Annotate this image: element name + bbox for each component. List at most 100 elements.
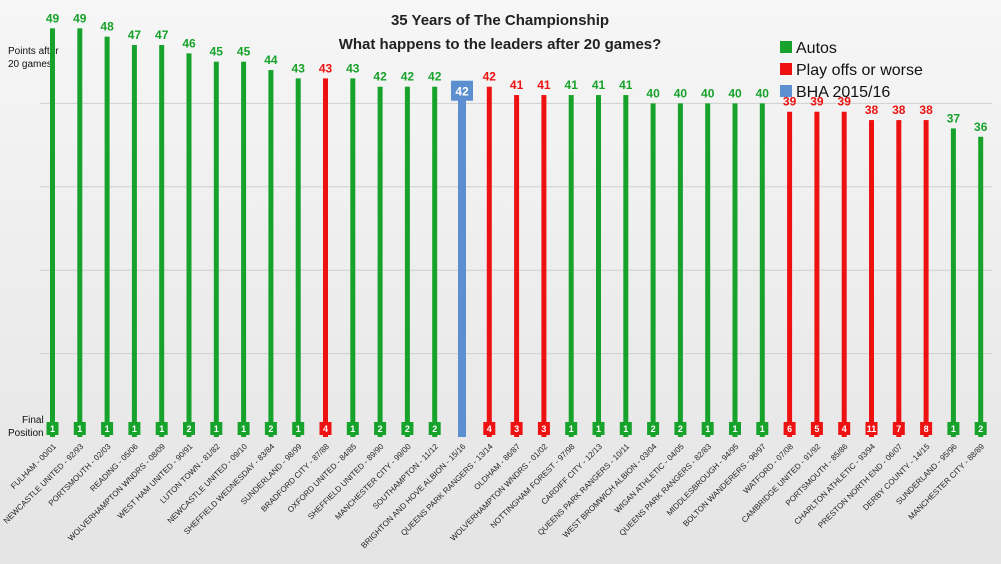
bar-value-label: 42: [455, 85, 469, 99]
position-box: [537, 422, 550, 435]
bar: [978, 136, 984, 437]
bar: [541, 95, 547, 437]
bar: [104, 36, 110, 438]
position-box: [510, 422, 523, 435]
position-box: [210, 422, 223, 435]
bar: [432, 86, 438, 437]
position-label: 4: [487, 424, 492, 434]
bar-value-label: 40: [646, 86, 660, 100]
y-axis-label: Points after 20 games: [8, 46, 61, 70]
position-box: [264, 422, 277, 435]
bar-value-label: 47: [128, 28, 142, 42]
position-box: [838, 422, 851, 435]
position-box: [128, 422, 141, 435]
legend-label: Autos: [796, 40, 837, 57]
y-axis-label-line-1: Points after: [8, 46, 59, 57]
position-label: 1: [159, 424, 164, 434]
position-label: 1: [760, 424, 765, 434]
bar-value-label: 48: [100, 20, 114, 34]
position-label: 1: [241, 424, 246, 434]
position-label: 1: [732, 424, 737, 434]
bar-value-label: 49: [46, 11, 60, 25]
position-label: 1: [623, 424, 628, 434]
position-label: 7: [896, 424, 901, 434]
position-box: [647, 422, 660, 435]
position-label: 1: [132, 424, 137, 434]
position-axis-label-line-1: Final: [22, 415, 44, 426]
bar-value-label: 43: [346, 61, 360, 75]
bar-value-label: 40: [674, 86, 688, 100]
position-label: 6: [787, 424, 792, 434]
bar: [896, 120, 902, 437]
position-box: [974, 422, 987, 435]
position-box: [592, 422, 605, 435]
position-box: [237, 422, 250, 435]
bar: [787, 111, 793, 438]
bar: [186, 53, 192, 438]
position-label: 1: [214, 424, 219, 434]
bar: [514, 95, 520, 437]
position-box: [947, 422, 960, 435]
legend-label: BHA 2015/16: [796, 84, 890, 101]
chart-subtitle: What happens to the leaders after 20 gam…: [339, 36, 662, 53]
position-box: [46, 422, 59, 435]
bar-value-label: 37: [947, 111, 961, 125]
bar-value-label: 38: [865, 103, 879, 117]
position-box: [428, 422, 441, 435]
bar-value-label: 43: [319, 61, 333, 75]
position-axis-label: Final Position: [8, 415, 46, 439]
position-box: [346, 422, 359, 435]
bar-value-label: 44: [264, 53, 278, 67]
y-axis-label-line-2: 20 games: [8, 59, 52, 70]
legend-swatch: [780, 63, 792, 75]
bar: [568, 95, 574, 437]
bar-value-label: 49: [73, 11, 87, 25]
bar-value-label: 38: [892, 103, 906, 117]
bar-value-label: 40: [728, 86, 742, 100]
legend-swatch: [780, 85, 792, 97]
bar: [131, 45, 137, 438]
x-tick-label: WOLVERHAMPTON WNDRS - 01/02: [449, 442, 550, 543]
bar-value-label: 43: [292, 61, 306, 75]
position-label: 4: [842, 424, 847, 434]
bar-value-label: 38: [919, 103, 933, 117]
position-box: [73, 422, 86, 435]
position-box: [183, 422, 195, 435]
position-label: 1: [350, 424, 355, 434]
bar: [677, 103, 683, 438]
position-box: [920, 422, 933, 435]
bar-value-label: 41: [592, 78, 606, 92]
bar-value-label: 39: [783, 95, 797, 109]
bar-value-label: 42: [373, 70, 387, 84]
position-box: [674, 422, 687, 435]
position-label: 2: [186, 424, 191, 434]
bar-value-box: [451, 80, 473, 101]
bar: [377, 86, 383, 437]
chart-title: 35 Years of The Championship: [391, 12, 609, 29]
position-box: [729, 422, 741, 435]
bar-value-label: 46: [182, 36, 196, 50]
bar: [759, 103, 765, 438]
bar-value-label: 39: [838, 95, 852, 109]
position-label: 5: [814, 424, 819, 434]
position-label: 1: [596, 424, 601, 434]
bar: [705, 103, 711, 438]
bar: [923, 120, 929, 437]
bar-value-label: 42: [483, 70, 497, 84]
bar-value-label: 45: [210, 45, 224, 59]
bar: [950, 128, 956, 438]
bar: [814, 111, 820, 438]
bar: [77, 28, 83, 438]
position-label: 1: [296, 424, 301, 434]
x-tick-label: FULHAM - 00/01: [9, 442, 58, 491]
position-label: 1: [105, 424, 110, 434]
bar: [458, 86, 466, 437]
bar: [732, 103, 738, 438]
position-label: 3: [541, 424, 546, 434]
position-box: [401, 422, 414, 435]
bar-value-label: 42: [401, 70, 415, 84]
position-box: [374, 422, 387, 435]
legend-swatch: [780, 41, 792, 53]
legend-label: Play offs or worse: [796, 62, 923, 79]
position-label: 1: [77, 424, 82, 434]
